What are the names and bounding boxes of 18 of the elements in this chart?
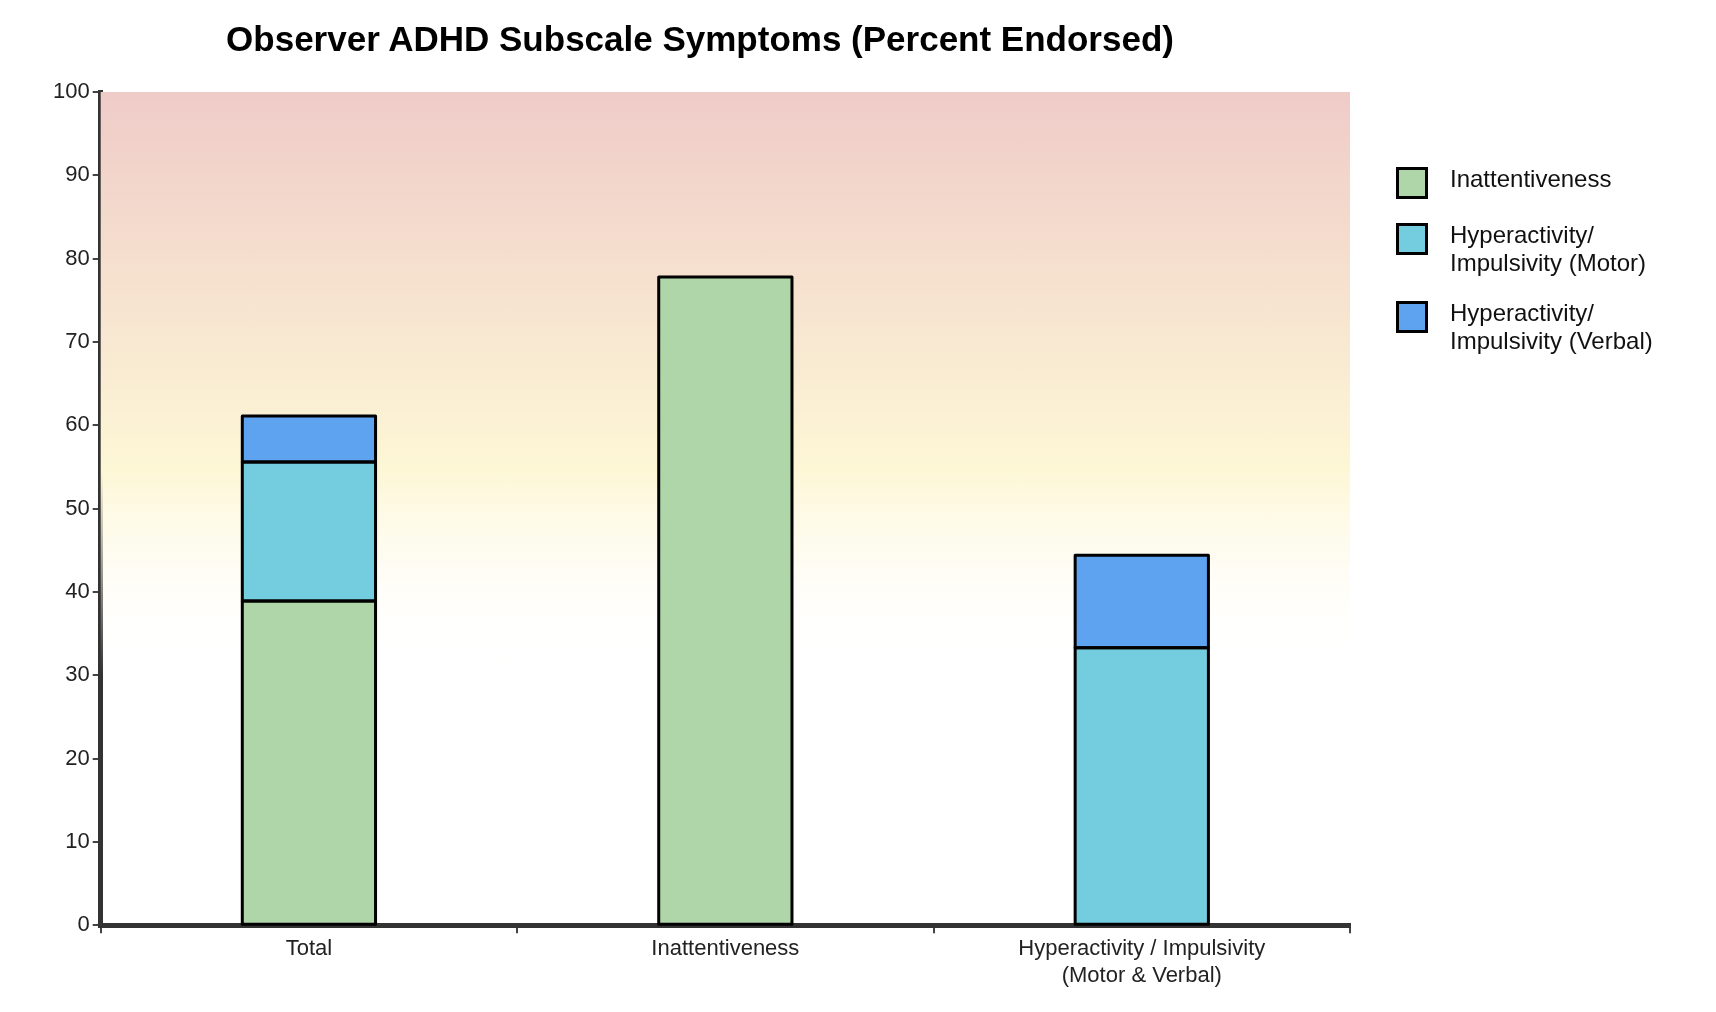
- y-tick-label: 70: [65, 328, 90, 354]
- y-tick-label: 60: [65, 411, 90, 437]
- y-tick-label: 0: [77, 911, 90, 937]
- y-tick-label: 90: [65, 161, 90, 187]
- legend-label: Hyperactivity/ Impulsivity (Verbal): [1450, 299, 1654, 355]
- x-tick-label: Inattentiveness: [651, 935, 800, 961]
- y-tick-label: 30: [65, 661, 90, 687]
- y-tick-label: 10: [65, 827, 90, 853]
- y-tick-label: 20: [65, 744, 90, 770]
- x-tick-label: Hyperactivity / Impulsivity (Motor & Verbal): [1018, 935, 1266, 987]
- y-tick-label: 100: [52, 78, 90, 104]
- y-tick-label: 80: [65, 244, 90, 270]
- chart-title: Observer ADHD Subscale Symptoms (Percent Endorsed): [226, 18, 1174, 58]
- legend-label: Hyperactivity/ Impulsivity (Motor): [1450, 221, 1648, 277]
- y-tick-label: 50: [65, 494, 90, 520]
- x-tick-label: Total: [285, 935, 333, 961]
- y-tick-label: 40: [65, 577, 90, 603]
- legend-label: Inattentiveness: [1450, 165, 1613, 193]
